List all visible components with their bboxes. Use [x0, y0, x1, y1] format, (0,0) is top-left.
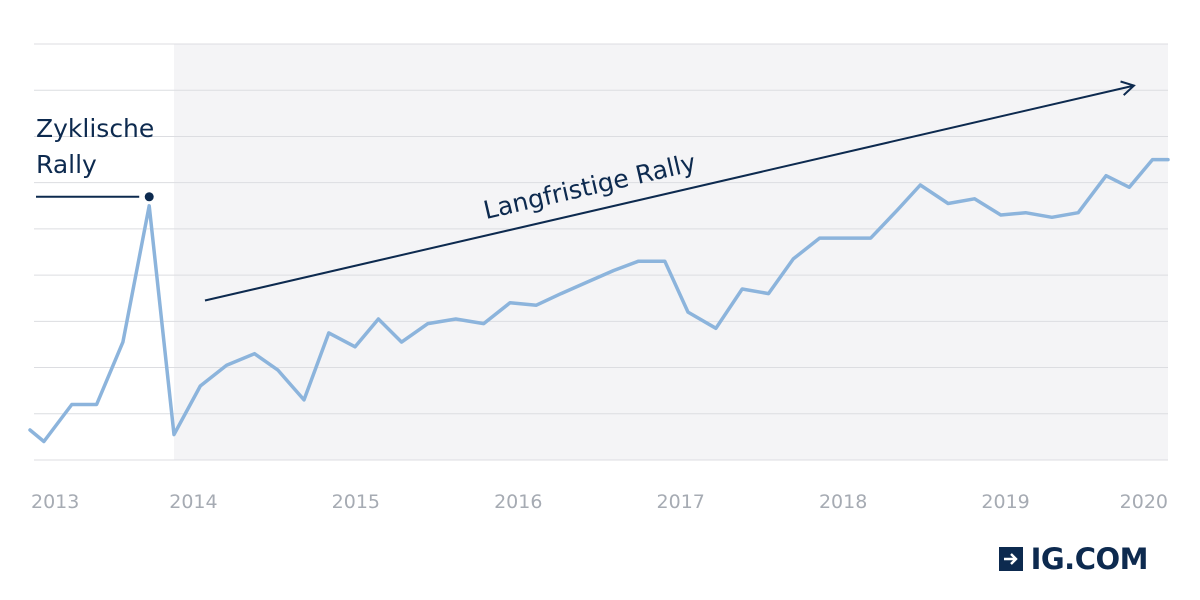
annotation-peak-dot: [144, 192, 154, 202]
series-line-index: [28, 157, 1170, 444]
annotation-zyklische-line1: Zyklische: [36, 114, 154, 143]
highlight-region: [173, 44, 1169, 460]
x-tick-label: 2017: [657, 491, 705, 513]
x-tick-label: 2015: [332, 491, 380, 513]
x-tick-label: 2013: [31, 491, 79, 513]
arrow-head-icon: [1120, 80, 1136, 96]
x-tick-label: 2018: [819, 491, 867, 513]
x-tick-label: 2020: [1120, 491, 1168, 513]
x-axis-ticks: 2013 2014 2015 2016 2017 2018 2019 2020: [31, 491, 1168, 513]
brand-name: IG.COM: [1030, 542, 1149, 576]
brand-logo: IG.COM: [998, 542, 1149, 576]
arrow-right-icon: [998, 547, 1023, 571]
trend-arrow: [204, 84, 1135, 302]
annotation-zyklische-line2: Rally: [36, 150, 97, 179]
x-tick-label: 2014: [169, 491, 217, 513]
x-tick-label: 2016: [494, 491, 542, 513]
x-tick-label: 2019: [981, 491, 1029, 513]
